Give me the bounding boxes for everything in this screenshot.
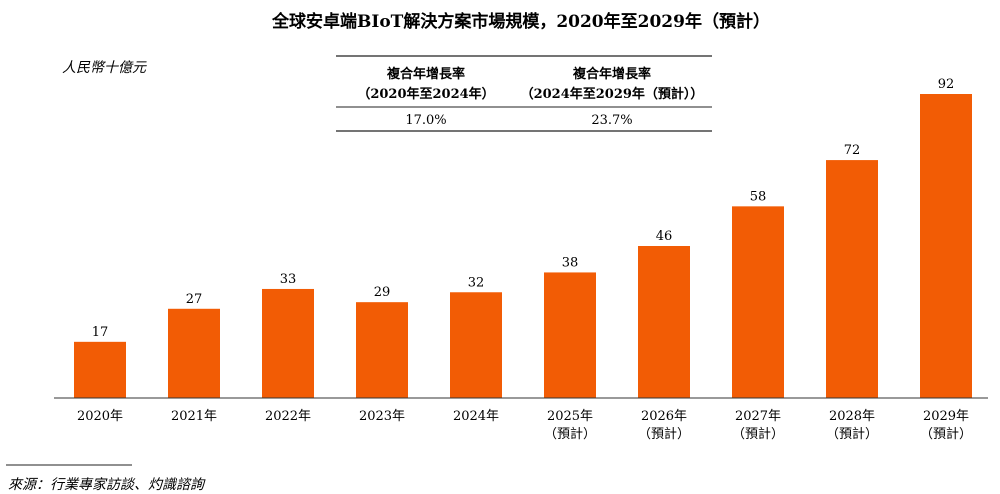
x-tick-label: 2023年 (359, 409, 405, 424)
bar-2024年 (450, 292, 502, 398)
bars-layer: 17 2020年 27 2021年 33 2022年 29 2023年 32 2024年 38 202… (74, 77, 972, 442)
x-tick-sublabel: （預計） (638, 426, 690, 442)
source-note: 來源：行業專家訪談、灼識諮詢 (8, 477, 206, 493)
bar-value-label: 17 (92, 325, 109, 340)
x-tick-label: 2025年 (547, 409, 593, 424)
cagr-value-2: 23.7% (591, 113, 632, 128)
cagr-header-2-line1: 複合年增長率 (572, 66, 651, 82)
bar-2023年 (356, 302, 408, 398)
x-tick-sublabel: （預計） (732, 426, 784, 442)
x-tick-label: 2027年 (735, 409, 781, 424)
x-tick-sublabel: （預計） (826, 426, 878, 442)
x-tick-label: 2028年 (829, 409, 875, 424)
cagr-header-1-line2: （2020年至2024年） (357, 86, 494, 102)
bar-2029年 (920, 94, 972, 398)
x-tick-label: 2026年 (641, 409, 687, 424)
bar-2020年 (74, 341, 126, 398)
bar-value-label: 58 (750, 189, 767, 204)
unit-label: 人民幣十億元 (62, 60, 147, 76)
x-tick-label: 2020年 (77, 409, 123, 424)
bar-value-label: 46 (656, 229, 673, 244)
cagr-header-1-line1: 複合年增長率 (386, 66, 465, 82)
bar-value-label: 72 (844, 143, 861, 158)
x-tick-sublabel: （預計） (920, 426, 972, 442)
bar-value-label: 32 (468, 275, 485, 290)
bar-value-label: 27 (186, 292, 203, 307)
bar-2025年 (544, 272, 596, 398)
x-tick-label: 2022年 (265, 409, 311, 424)
cagr-header-2-line2: （2024年至2029年（預計）） (521, 86, 704, 102)
bar-2021年 (168, 308, 220, 398)
x-tick-sublabel: （預計） (544, 426, 596, 442)
bar-value-label: 33 (280, 272, 297, 287)
chart-title: 全球安卓端BIoT解決方案市場規模，2020年至2029年（預計） (271, 11, 770, 32)
bar-value-label: 29 (374, 285, 391, 300)
bar-2022年 (262, 288, 314, 398)
cagr-table: 複合年增長率 （2020年至2024年） 17.0% 複合年增長率 （2024年… (336, 55, 712, 132)
cagr-value-1: 17.0% (405, 113, 446, 128)
bar-2028年 (826, 160, 878, 398)
bar-2027年 (732, 206, 784, 398)
x-tick-label: 2029年 (923, 409, 969, 424)
bar-value-label: 38 (562, 255, 579, 270)
bar-value-label: 92 (938, 77, 955, 92)
x-tick-label: 2021年 (171, 409, 217, 424)
x-tick-label: 2024年 (453, 409, 499, 424)
bar-2026年 (638, 246, 690, 398)
